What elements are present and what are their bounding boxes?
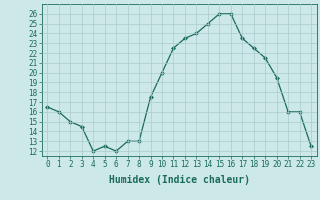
- X-axis label: Humidex (Indice chaleur): Humidex (Indice chaleur): [109, 175, 250, 185]
